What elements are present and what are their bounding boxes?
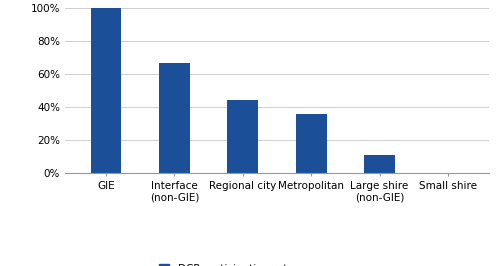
Bar: [90, 8, 121, 173]
Bar: [296, 114, 326, 173]
Bar: [159, 63, 190, 173]
Legend: DCP participation rate: DCP participation rate: [159, 264, 293, 266]
Bar: [228, 100, 258, 173]
Bar: [364, 155, 395, 173]
